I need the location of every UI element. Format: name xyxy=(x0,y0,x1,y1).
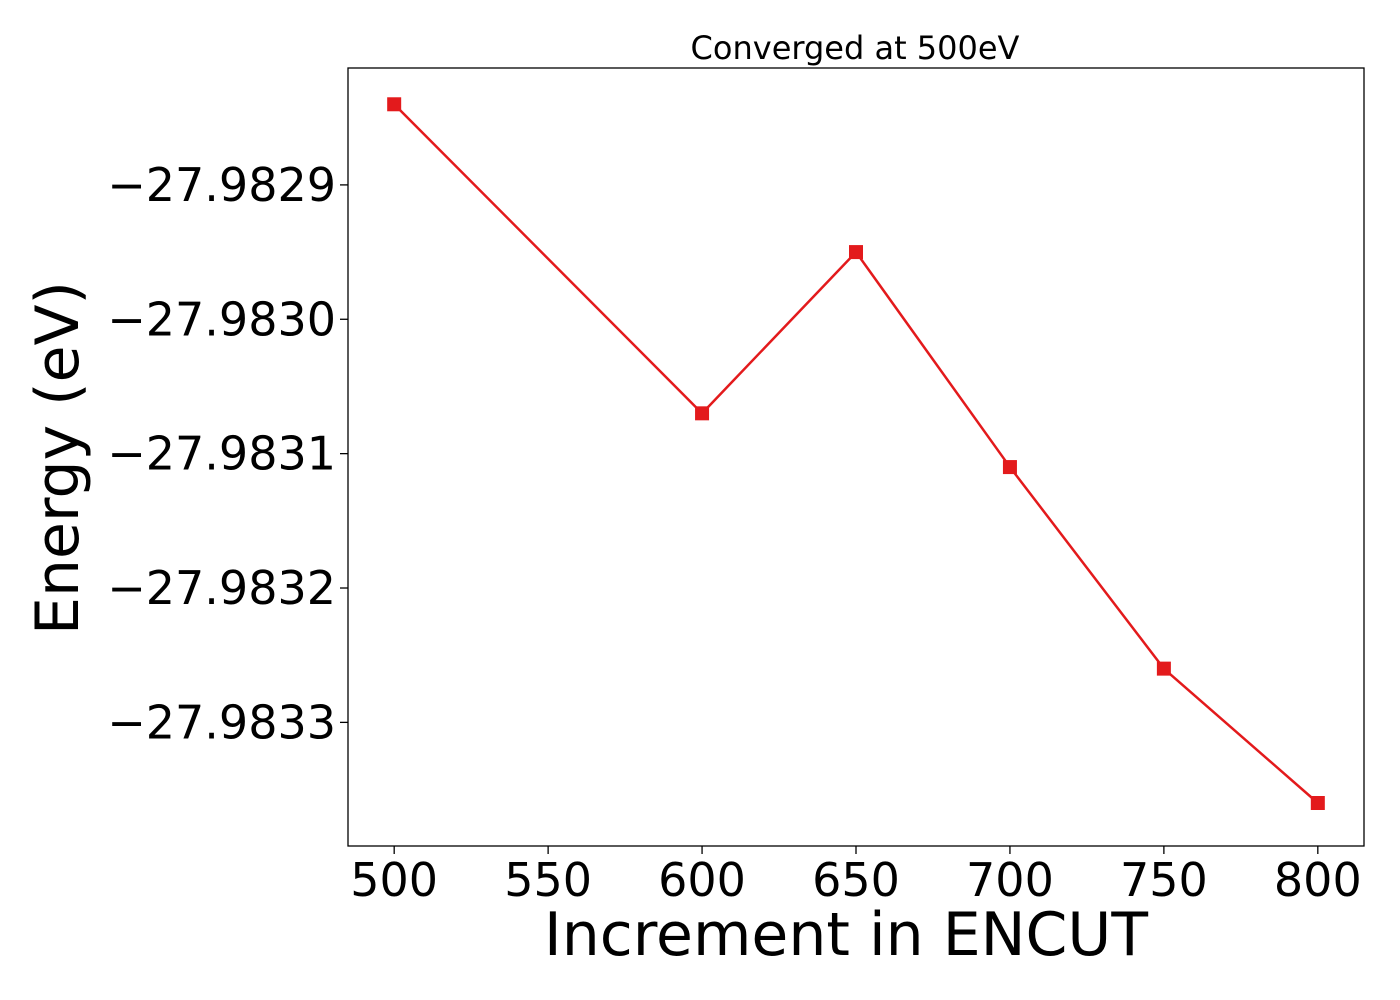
y-tick-label: −27.9832 xyxy=(107,561,336,615)
data-point-marker xyxy=(1310,796,1325,811)
y-axis-label: Energy (eV) xyxy=(23,281,93,635)
y-tick-label: −27.9829 xyxy=(107,158,336,212)
data-point-marker xyxy=(849,245,863,260)
chart-title: Converged at 500eV xyxy=(691,29,1020,67)
data-point-marker xyxy=(695,406,710,421)
x-tick-label: 700 xyxy=(966,853,1054,907)
y-tick-label: −27.9833 xyxy=(107,695,336,749)
x-tick-label: 500 xyxy=(350,853,438,907)
x-tick-label: 600 xyxy=(658,853,746,907)
data-point-marker xyxy=(1156,661,1171,676)
x-tick-label: 650 xyxy=(812,853,900,907)
x-axis-label: Increment in ENCUT xyxy=(544,900,1148,970)
x-tick-label: 800 xyxy=(1274,853,1362,907)
x-tick-label: 550 xyxy=(504,853,592,907)
plot-area: 500 550 600 650 700 750 800 −27.9829 −27.9830 −27… xyxy=(107,67,1365,907)
series-line xyxy=(393,103,1319,804)
plot-frame xyxy=(347,67,1365,847)
x-tick-label: 750 xyxy=(1120,853,1208,907)
y-tick-label: −27.9830 xyxy=(107,292,336,346)
y-tick-label: −27.9831 xyxy=(107,427,336,481)
data-point-marker xyxy=(1002,460,1017,475)
data-point-marker xyxy=(387,97,402,112)
